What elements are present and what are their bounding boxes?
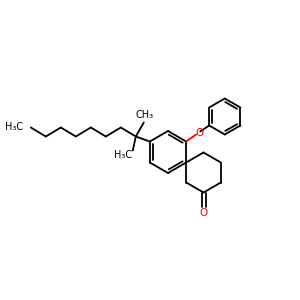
Text: H₃C: H₃C (5, 122, 23, 133)
Text: CH₃: CH₃ (136, 110, 154, 121)
Text: O: O (200, 208, 208, 218)
Text: O: O (195, 128, 203, 137)
Text: H₃C: H₃C (114, 151, 132, 160)
